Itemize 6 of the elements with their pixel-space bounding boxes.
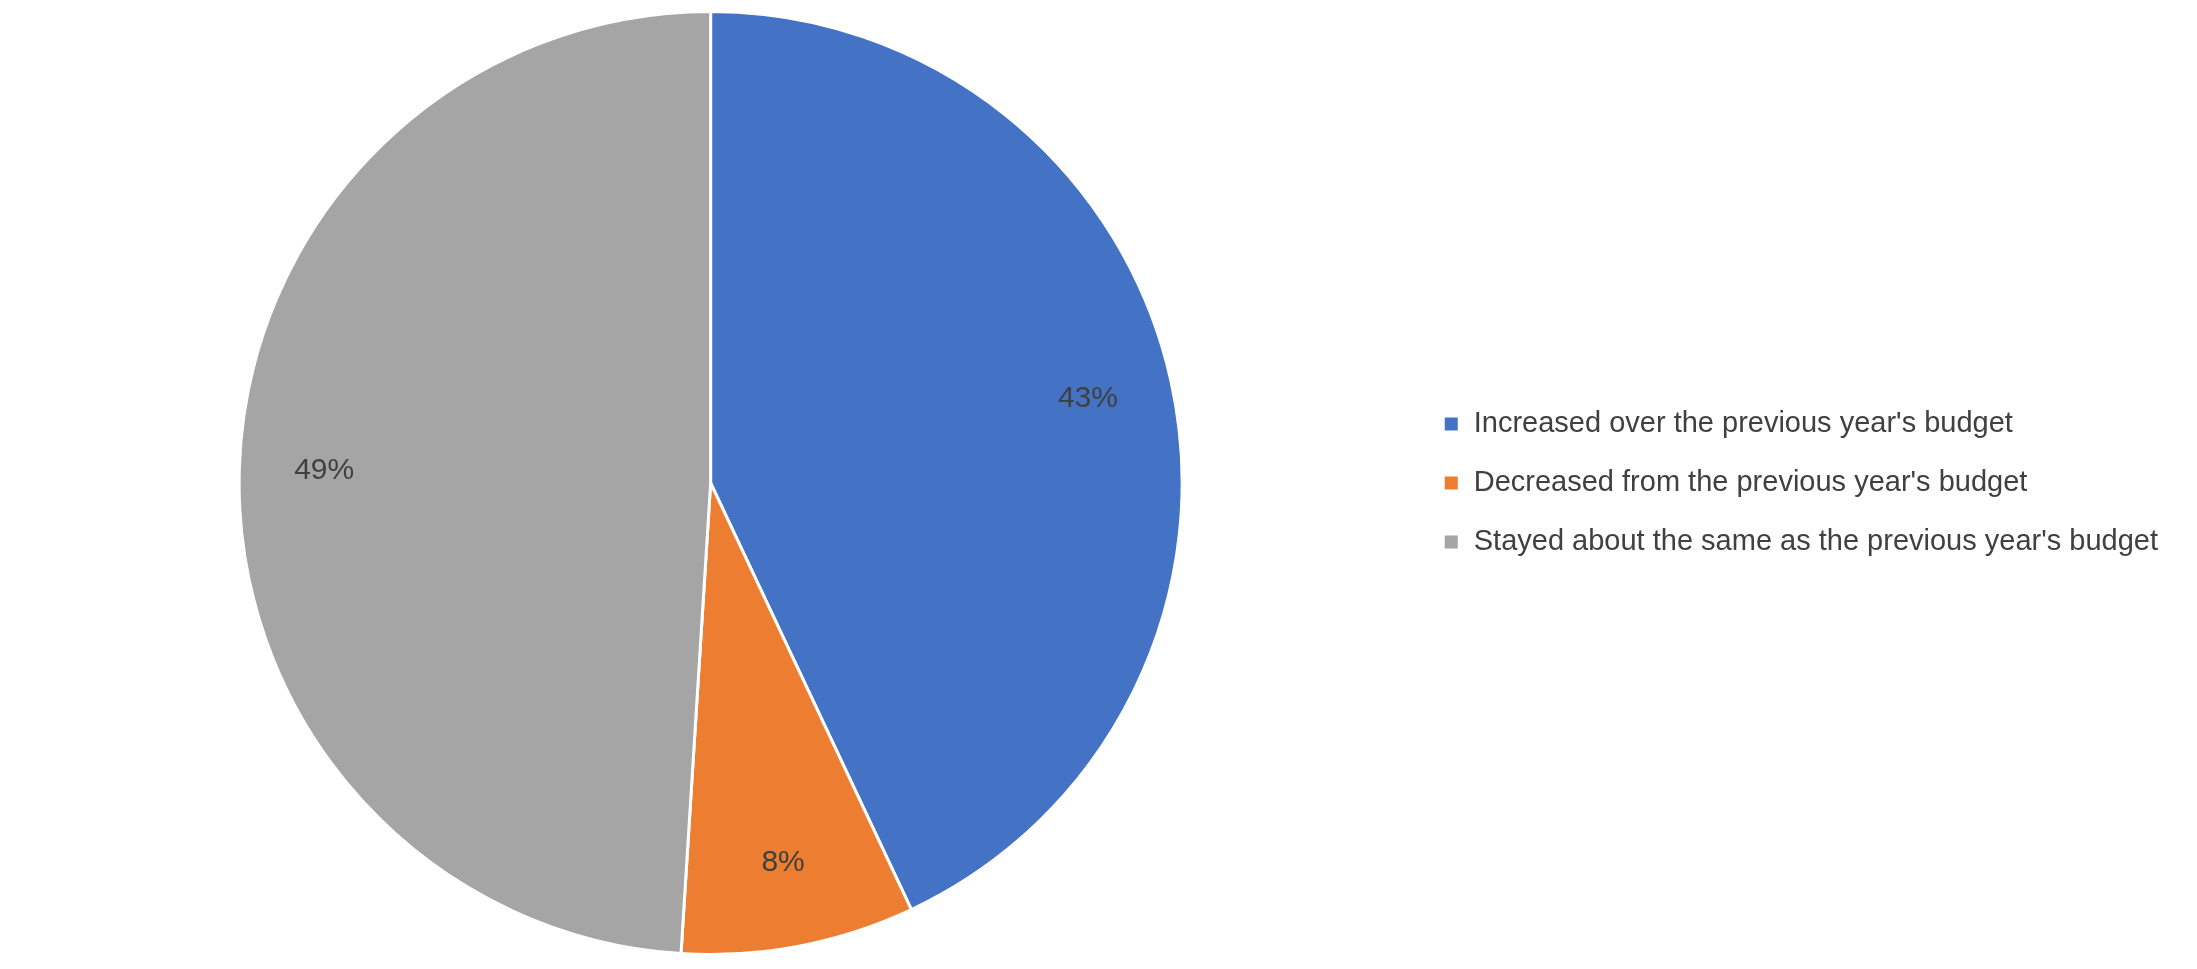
- legend-label: Decreased from the previous year's budget: [1473, 465, 2028, 497]
- legend-label: Increased over the previous year's budget: [1473, 406, 2013, 438]
- data-label: 49%: [294, 452, 355, 486]
- data-label: 8%: [761, 844, 805, 878]
- data-label: 43%: [1057, 379, 1118, 413]
- legend-label: Stayed about the same as the previous year's budget: [1473, 524, 2158, 556]
